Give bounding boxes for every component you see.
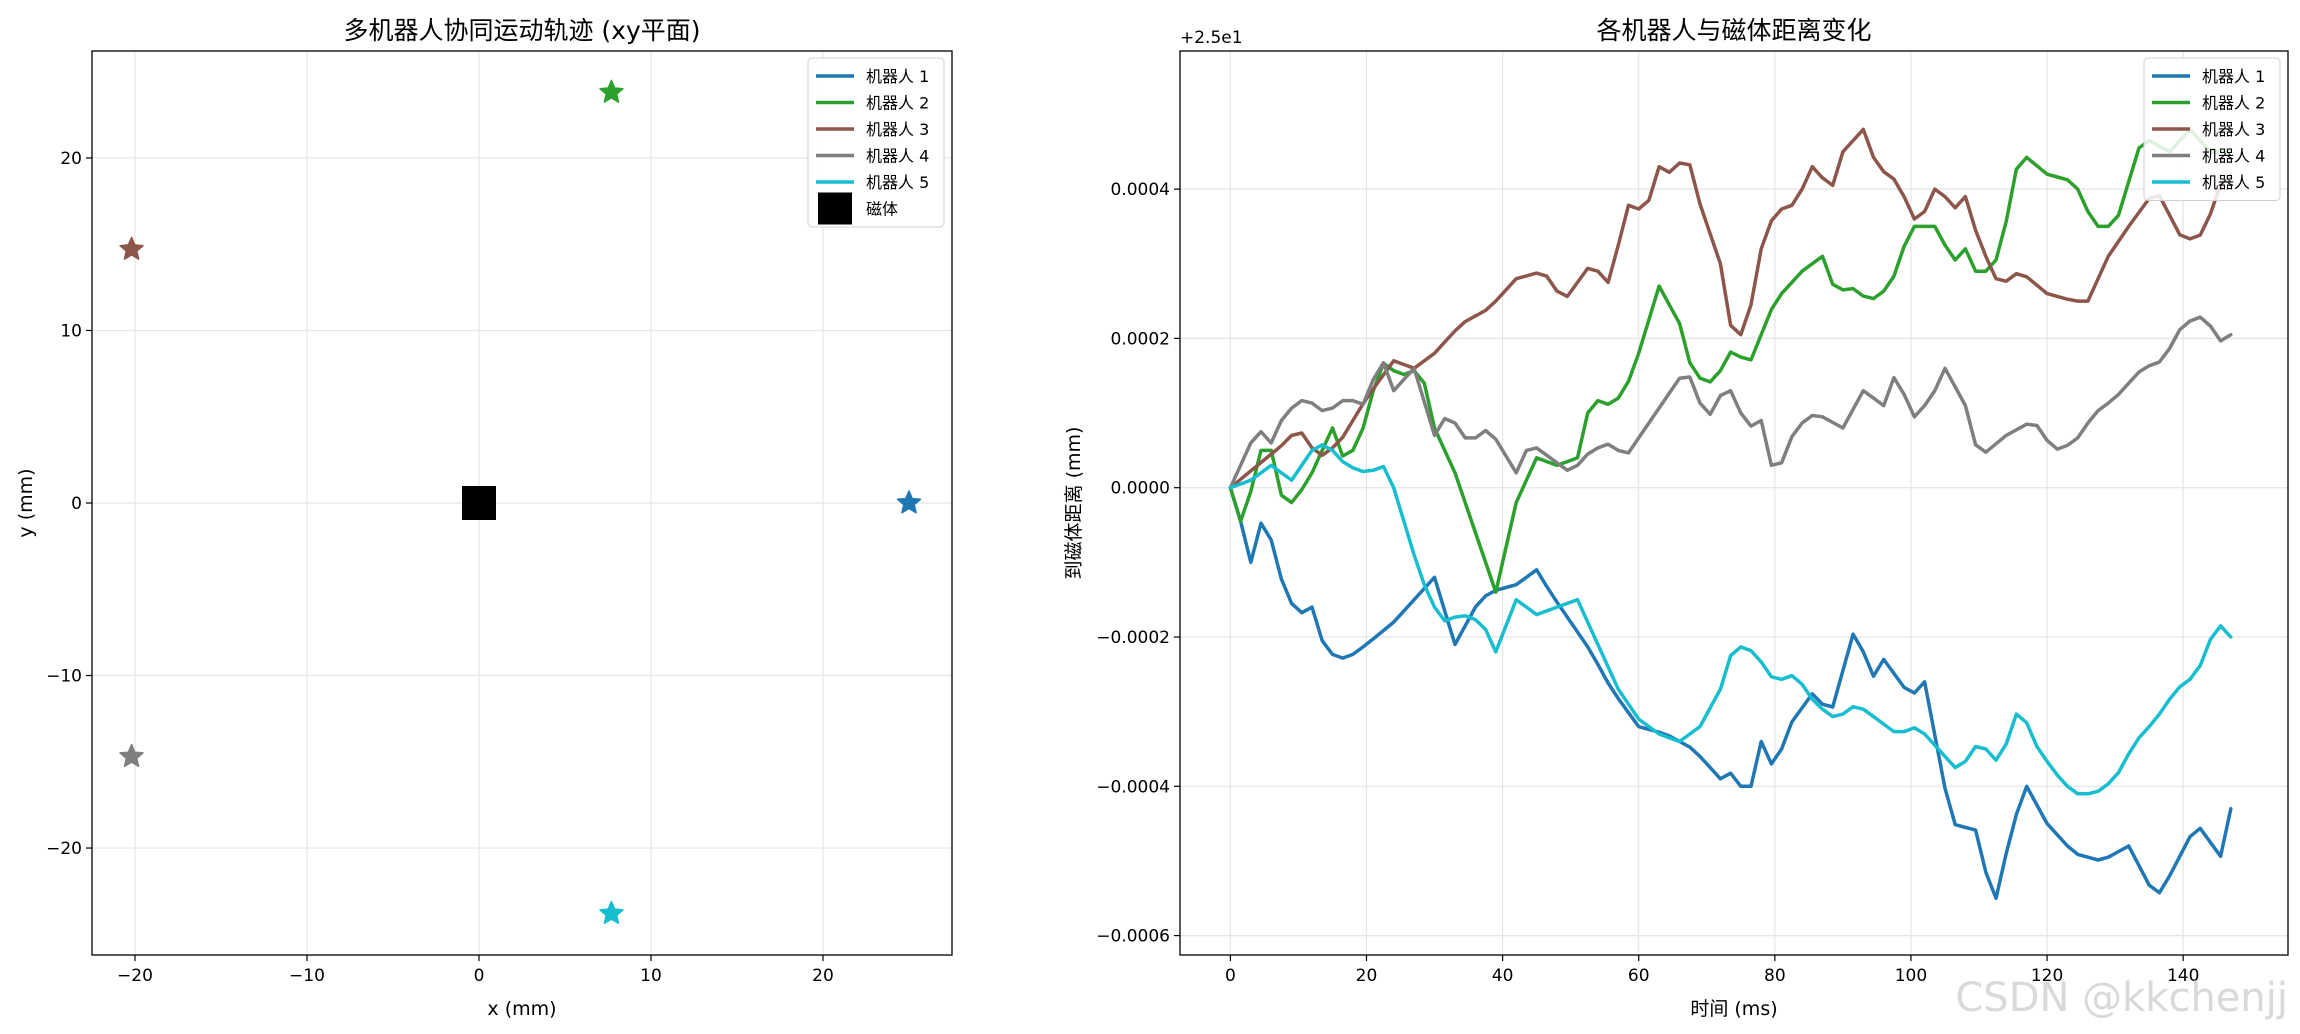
y-tick-label: −0.0004 <box>1096 777 1170 797</box>
legend-label: 机器人 4 <box>866 147 929 166</box>
chart-title: 多机器人协同运动轨迹 (xy平面) <box>343 16 700 45</box>
x-tick-label: 0 <box>474 966 485 986</box>
robot-marker <box>119 236 144 260</box>
robot-marker <box>599 79 624 103</box>
legend-label: 机器人 1 <box>2202 67 2265 86</box>
legend-label: 机器人 1 <box>866 67 929 86</box>
legend-label: 机器人 5 <box>2202 173 2265 192</box>
x-tick-label: 140 <box>2167 966 2199 986</box>
y-tick-label: −10 <box>46 667 82 687</box>
y-tick-label: 0 <box>71 494 82 514</box>
legend-box <box>807 57 945 228</box>
x-tick-label: −10 <box>289 966 325 986</box>
legend-label: 磁体 <box>866 200 898 219</box>
x-tick-label: 100 <box>1895 966 1927 986</box>
series-line <box>1228 127 2233 594</box>
series-line <box>1228 127 2233 490</box>
x-tick-label: 10 <box>640 966 662 986</box>
y-tick-label: −0.0002 <box>1096 628 1170 648</box>
x-tick-label: 20 <box>812 966 834 986</box>
y-tick-label: 20 <box>60 149 82 169</box>
x-axis-label: x (mm) <box>487 998 556 1020</box>
x-tick-label: −20 <box>117 966 153 986</box>
y-axis-label: 到磁体距离 (mm) <box>1063 427 1085 580</box>
y-tick-label: −20 <box>46 839 82 859</box>
legend-label: 机器人 2 <box>2202 94 2265 113</box>
x-tick-label: 0 <box>1225 966 1236 986</box>
y-tick-label: 0.0000 <box>1111 479 1170 499</box>
series-line <box>1228 443 2233 796</box>
y-tick-label: −0.0006 <box>1096 927 1170 947</box>
x-tick-label: 60 <box>1628 966 1650 986</box>
y-offset-label: +2.5e1 <box>1180 28 1243 48</box>
magnet-marker <box>462 486 496 520</box>
x-tick-label: 20 <box>1356 966 1378 986</box>
robot-marker <box>896 490 922 514</box>
watermark: CSDN @kkchenjj <box>1955 975 2288 1021</box>
legend-swatch <box>818 192 852 225</box>
series-line <box>1228 315 2233 490</box>
x-tick-label: 120 <box>2031 966 2063 986</box>
x-tick-label: 40 <box>1492 966 1514 986</box>
legend-label: 机器人 4 <box>2202 147 2265 166</box>
chart-title: 各机器人与磁体距离变化 <box>1596 16 1871 45</box>
x-tick-label: 80 <box>1764 966 1786 986</box>
legend-box <box>2143 57 2281 201</box>
y-tick-label: 0.0004 <box>1111 180 1170 200</box>
robot-marker <box>119 743 144 768</box>
legend-label: 机器人 3 <box>866 120 929 139</box>
robot-marker <box>599 900 624 925</box>
plot-frame <box>1179 50 2289 956</box>
y-tick-label: 10 <box>60 321 82 341</box>
legend-label: 机器人 3 <box>2202 120 2265 139</box>
y-tick-label: 0.0002 <box>1111 329 1170 349</box>
legend-label: 机器人 2 <box>866 94 929 113</box>
series-line <box>1228 485 2233 901</box>
y-axis-label: y (mm) <box>15 468 37 537</box>
legend-label: 机器人 5 <box>866 173 929 192</box>
x-axis-label: 时间 (ms) <box>1690 998 1777 1020</box>
